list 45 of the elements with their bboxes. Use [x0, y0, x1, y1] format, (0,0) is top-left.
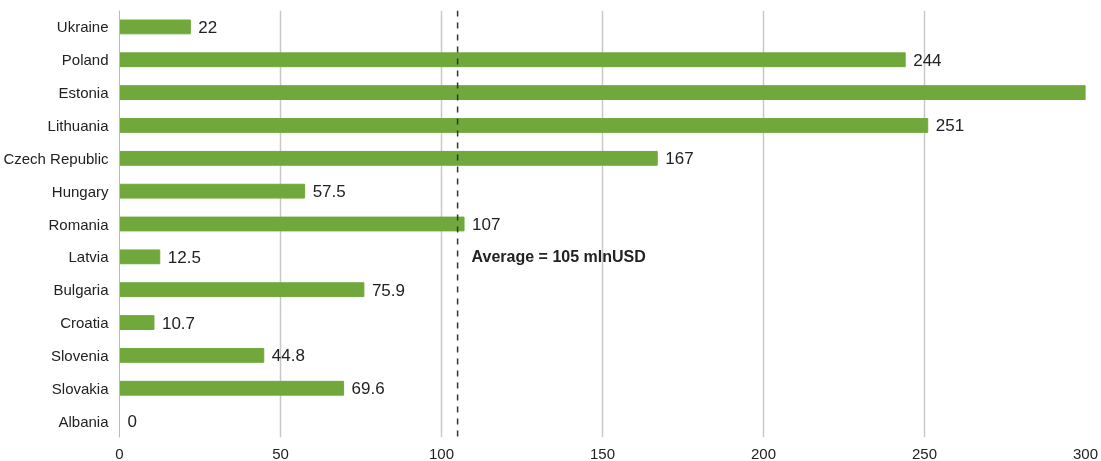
bar — [119, 380, 345, 396]
bar — [119, 282, 365, 298]
data-label: 12.5 — [167, 247, 201, 267]
y-tick-label: Bulgaria — [53, 281, 110, 299]
x-tick-label: 100 — [428, 444, 455, 461]
x-tick-label: 300 — [1072, 444, 1099, 461]
y-tick-label: Lithuania — [47, 116, 110, 134]
y-tick-label: Albania — [58, 412, 110, 430]
bar — [119, 85, 1086, 101]
bar — [119, 118, 929, 133]
data-label: 244 — [913, 50, 942, 70]
bar — [119, 150, 658, 166]
bar — [119, 216, 465, 232]
data-label: 251 — [935, 116, 965, 136]
data-label: 167 — [665, 149, 694, 169]
y-tick-label: Romania — [48, 215, 110, 233]
data-label: 0 — [127, 412, 137, 432]
x-tick-label: 150 — [589, 444, 616, 461]
bar — [119, 315, 155, 330]
y-tick-label: Croatia — [60, 314, 110, 332]
data-label: 57.5 — [312, 182, 346, 202]
x-tick-label: 200 — [750, 444, 777, 461]
y-tick-label: Poland — [61, 51, 109, 69]
data-label: 10.7 — [161, 313, 196, 333]
y-tick-label: Slovenia — [50, 346, 110, 364]
x-tick-label: 250 — [911, 444, 938, 461]
bar — [119, 347, 265, 363]
y-tick-label: Slovakia — [51, 379, 110, 397]
data-label: 107 — [472, 215, 501, 234]
y-tick-label: Hungary — [51, 182, 109, 200]
bar — [119, 52, 906, 68]
y-tick-label: Ukraine — [56, 18, 109, 36]
y-tick-label: Estonia — [58, 84, 110, 102]
data-label: 44.8 — [271, 346, 305, 366]
x-tick-label: 0 — [115, 444, 124, 461]
bar — [119, 183, 306, 199]
data-label: 22 — [198, 17, 218, 37]
x-tick-label: 50 — [272, 444, 289, 461]
ref-line-label: Average = 105 mlnUSD — [471, 248, 646, 266]
bar — [119, 249, 161, 265]
data-label: 69.6 — [351, 379, 385, 399]
y-tick-label: Latvia — [68, 248, 110, 266]
y-tick-label: Czech Republic — [3, 149, 109, 167]
data-label: 75.9 — [371, 280, 405, 300]
bar — [119, 19, 191, 35]
